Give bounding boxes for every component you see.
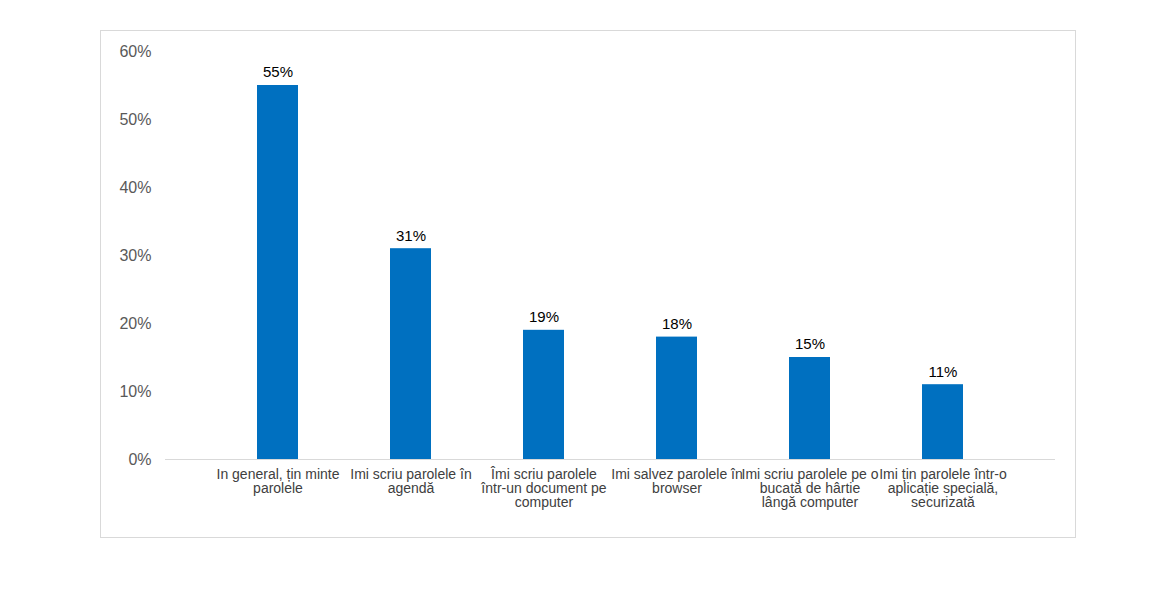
svg-text:20%: 20% xyxy=(119,315,151,332)
svg-text:60%: 60% xyxy=(119,43,151,60)
svg-text:19%: 19% xyxy=(529,308,559,325)
svg-text:15%: 15% xyxy=(795,335,825,352)
svg-text:50%: 50% xyxy=(119,111,151,128)
svg-text:Imi țin parolele într-oaplicaț: Imi țin parolele într-oaplicație special… xyxy=(879,466,1007,510)
svg-text:40%: 40% xyxy=(119,179,151,196)
svg-text:Imi scriu parolele înagendă: Imi scriu parolele înagendă xyxy=(350,466,471,496)
svg-text:Imi scriu parolele pe obucată: Imi scriu parolele pe obucată de hârtiel… xyxy=(742,466,879,510)
svg-text:Îmi scriu paroleleîntr-un docu: Îmi scriu paroleleîntr-un document pecom… xyxy=(480,466,607,510)
svg-text:11%: 11% xyxy=(929,363,958,380)
svg-text:In general, țin minteparolele: In general, țin minteparolele xyxy=(217,466,340,496)
svg-text:Imi salvez parolele înbrowser: Imi salvez parolele înbrowser xyxy=(611,466,743,496)
svg-text:10%: 10% xyxy=(119,383,151,400)
svg-text:30%: 30% xyxy=(119,247,151,264)
svg-text:31%: 31% xyxy=(396,227,426,244)
svg-text:55%: 55% xyxy=(263,63,293,80)
svg-text:18%: 18% xyxy=(662,315,692,332)
svg-text:0%: 0% xyxy=(128,451,151,468)
